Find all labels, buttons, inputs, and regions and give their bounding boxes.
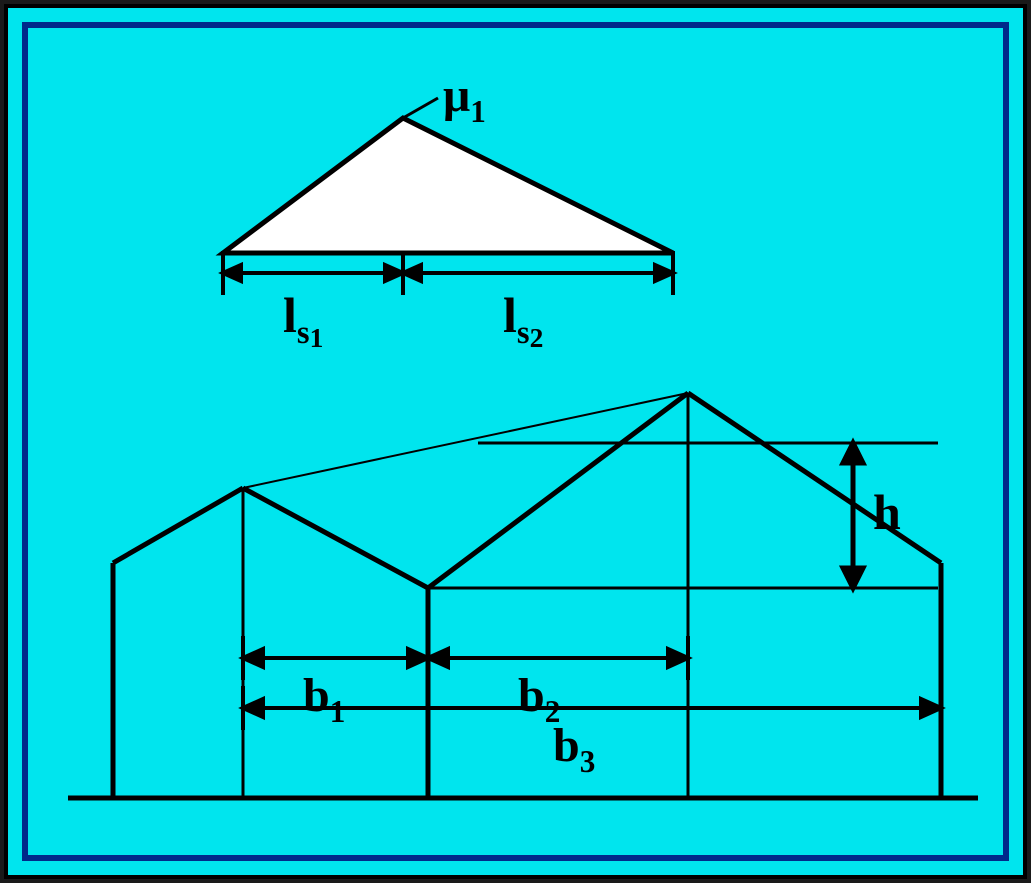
label-b2: b2 xyxy=(518,668,560,723)
label-b1: b1 xyxy=(303,668,345,723)
h-arrow xyxy=(843,443,863,588)
label-mu1: μ1 xyxy=(443,68,486,123)
label-ls2: ls2 xyxy=(503,286,543,344)
label-h: h xyxy=(873,483,901,541)
diagram-svg xyxy=(8,8,1031,883)
label-ls1: ls1 xyxy=(283,286,323,344)
diagram-outer-frame: μ1 ls1 ls2 h b1 b2 b3 xyxy=(4,4,1027,879)
top-triangle xyxy=(223,118,673,253)
building-group xyxy=(68,393,978,798)
label-b3: b3 xyxy=(553,718,595,773)
